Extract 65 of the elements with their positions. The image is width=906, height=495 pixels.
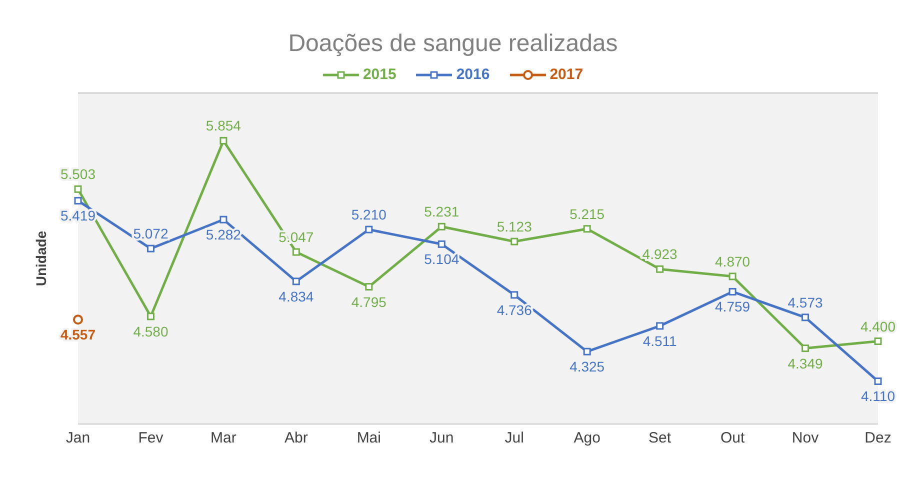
data-label: 4.557 <box>60 326 96 343</box>
data-label: 4.923 <box>642 246 678 262</box>
data-label: 5.503 <box>60 166 96 182</box>
point <box>438 240 446 248</box>
y-axis-title: Unidade <box>32 230 49 286</box>
point <box>874 377 882 385</box>
point <box>74 196 82 204</box>
point <box>146 244 154 252</box>
x-tick-label: Jun <box>430 430 454 447</box>
point <box>292 278 300 286</box>
x-tick-label: Mar <box>210 430 236 447</box>
data-label: 5.210 <box>351 206 387 223</box>
x-tick-label: Out <box>720 430 746 447</box>
data-label: 5.854 <box>206 118 242 134</box>
point <box>220 216 228 224</box>
point <box>728 272 736 280</box>
point <box>146 312 154 320</box>
data-label: 5.072 <box>133 226 168 242</box>
point <box>802 344 810 352</box>
x-tick-label: Jul <box>504 430 524 447</box>
point <box>656 265 664 273</box>
x-tick-label: Dez <box>864 430 892 447</box>
x-tick-label: Fev <box>138 430 164 447</box>
point <box>728 288 736 296</box>
data-label: 4.349 <box>788 355 823 372</box>
data-label: 4.325 <box>570 358 605 375</box>
data-label: 5.231 <box>424 204 460 220</box>
point <box>438 222 446 230</box>
point <box>510 291 518 299</box>
data-label: 5.123 <box>496 218 532 235</box>
x-tick-label: Ago <box>574 430 600 447</box>
point <box>510 238 518 246</box>
point <box>583 225 591 233</box>
data-label: 4.110 <box>861 388 896 404</box>
x-tick-label: Mai <box>356 430 381 447</box>
x-tick-label: Set <box>648 430 672 447</box>
point <box>292 248 300 256</box>
x-tick-label: Jan <box>66 430 90 447</box>
point <box>365 283 373 291</box>
point <box>73 314 83 325</box>
data-label: 5.282 <box>206 226 242 243</box>
data-label: 4.573 <box>788 294 823 310</box>
chart-title: Doações de sangue realizadas <box>287 29 619 58</box>
point <box>365 226 373 234</box>
legend-label: 2015 <box>362 66 396 83</box>
point <box>656 322 664 330</box>
data-label: 5.215 <box>570 206 605 222</box>
point <box>802 314 810 322</box>
data-label: 4.795 <box>351 294 387 310</box>
data-label: 4.736 <box>496 302 532 318</box>
point <box>74 185 82 193</box>
point <box>220 136 228 144</box>
data-label: 4.834 <box>278 288 314 304</box>
data-label: 4.580 <box>133 323 168 340</box>
data-label: 4.759 <box>715 298 750 315</box>
point <box>874 338 882 345</box>
x-tick-label: Nov <box>792 430 820 447</box>
legend-label: 2016 <box>456 66 490 83</box>
x-tick-label: Abr <box>284 430 308 447</box>
point <box>583 348 591 356</box>
data-label: 4.400 <box>860 318 896 334</box>
data-label: 5.104 <box>424 251 460 268</box>
data-label: 4.511 <box>642 332 678 349</box>
data-label: 4.870 <box>715 253 750 270</box>
legend-label: 2017 <box>550 66 584 83</box>
